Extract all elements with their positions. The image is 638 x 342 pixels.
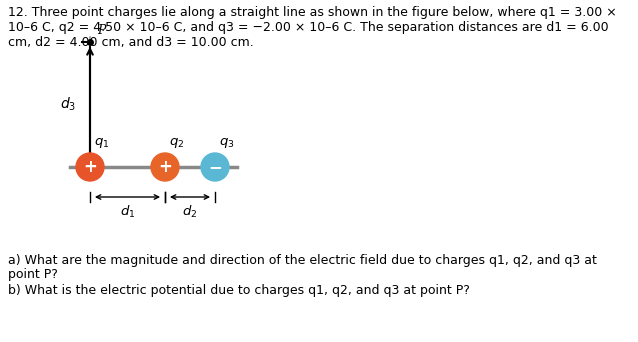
Text: $d_1$: $d_1$ xyxy=(120,204,135,220)
Circle shape xyxy=(76,153,104,181)
Text: $q_1$: $q_1$ xyxy=(94,136,109,150)
Text: 12. Three point charges lie along a straight line as shown in the figure below, : 12. Three point charges lie along a stra… xyxy=(8,6,617,19)
Text: −: − xyxy=(208,158,222,176)
Text: $d_3$: $d_3$ xyxy=(60,96,76,113)
Text: $q_2$: $q_2$ xyxy=(169,136,184,150)
Text: a) What are the magnitude and direction of the electric field due to charges q1,: a) What are the magnitude and direction … xyxy=(8,254,597,267)
Text: $d_2$: $d_2$ xyxy=(182,204,198,220)
Text: +: + xyxy=(83,158,97,176)
Text: cm, d2 = 4.00 cm, and d3 = 10.00 cm.: cm, d2 = 4.00 cm, and d3 = 10.00 cm. xyxy=(8,36,254,49)
Text: 10–6 C, q2 = 4.50 × 10–6 C, and q3 = −2.00 × 10–6 C. The separation distances ar: 10–6 C, q2 = 4.50 × 10–6 C, and q3 = −2.… xyxy=(8,21,609,34)
Text: point P?: point P? xyxy=(8,268,58,281)
Text: +: + xyxy=(158,158,172,176)
Circle shape xyxy=(151,153,179,181)
Text: $q_3$: $q_3$ xyxy=(219,136,235,150)
Circle shape xyxy=(201,153,229,181)
Text: b) What is the electric potential due to charges q1, q2, and q3 at point P?: b) What is the electric potential due to… xyxy=(8,284,470,297)
Text: P: P xyxy=(97,24,105,37)
